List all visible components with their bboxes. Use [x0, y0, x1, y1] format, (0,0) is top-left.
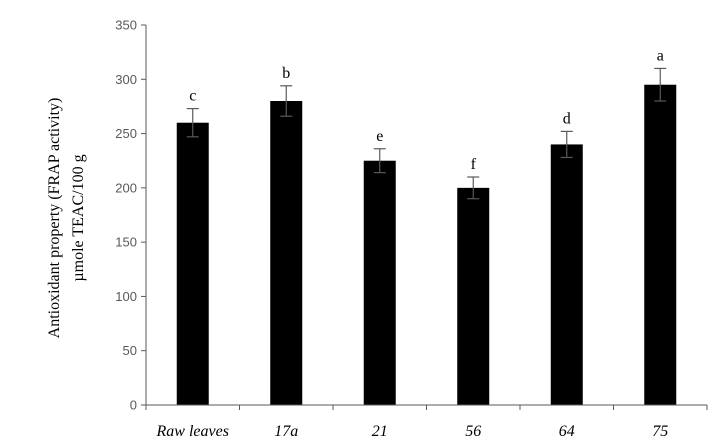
y-tick-label: 50 [123, 343, 137, 358]
bars [176, 84, 677, 405]
x-tick-label: 64 [559, 423, 575, 440]
y-tick-label: 300 [115, 72, 137, 87]
significance-letters: c b e f d a [189, 47, 664, 173]
y-tick-label: 0 [130, 398, 137, 413]
y-axis-ticks: 0 50 100 150 200 250 300 350 [115, 18, 146, 413]
significance-letter: f [471, 156, 477, 173]
bar [457, 187, 490, 405]
y-axis-label-line-2: µmole TEAC/100 g [70, 154, 87, 281]
x-tick-label: 56 [465, 423, 481, 440]
significance-letter: a [657, 47, 664, 64]
x-tick-label: 21 [372, 423, 388, 440]
y-tick-label: 100 [115, 289, 137, 304]
x-tick-label: 75 [652, 423, 668, 440]
x-tick-label: Raw leaves [156, 423, 229, 440]
axes [145, 25, 708, 410]
bar [363, 160, 396, 405]
y-axis-label-line-1: Antioxidant property (FRAP activity) [46, 98, 63, 339]
y-tick-label: 250 [115, 126, 137, 141]
significance-letter: b [282, 65, 290, 82]
bar [644, 84, 677, 405]
bar [270, 101, 303, 405]
significance-letter: e [376, 128, 383, 145]
bar [176, 122, 209, 405]
y-axis-title: Antioxidant property (FRAP activity) µmo… [46, 98, 87, 339]
significance-letter: d [563, 110, 571, 127]
bar [550, 144, 583, 405]
significance-letter: c [189, 88, 196, 105]
x-tick-label: 17a [274, 423, 298, 440]
y-tick-label: 200 [115, 180, 137, 195]
x-axis-ticks: Raw leaves 17a 21 56 64 75 [156, 423, 669, 440]
y-tick-label: 150 [115, 235, 137, 250]
y-tick-label: 350 [115, 18, 137, 33]
error-bars [186, 67, 667, 200]
